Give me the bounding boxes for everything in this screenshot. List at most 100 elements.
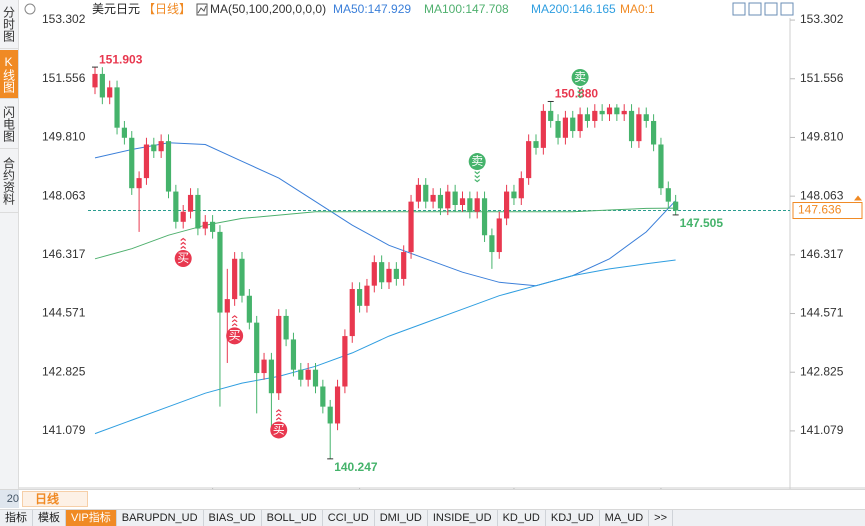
period-selected[interactable]: 日线	[22, 491, 88, 507]
indicator-tab[interactable]: 指标	[0, 510, 33, 526]
candle-body	[224, 299, 230, 313]
candle-body	[636, 114, 642, 142]
indicator-tab[interactable]: DMI_UD	[375, 510, 428, 526]
candle-body	[371, 262, 377, 286]
candle-body	[195, 194, 201, 229]
candle-body	[504, 191, 510, 219]
legend-entry: MA200:146.165	[531, 2, 616, 16]
candle-body	[129, 137, 135, 189]
tool-fullscreen[interactable]	[780, 2, 794, 16]
signal-label: 买	[273, 423, 285, 437]
signal-arrow	[231, 319, 238, 323]
refresh-icon[interactable]	[24, 3, 36, 15]
indicator-tab[interactable]: MA_UD	[600, 510, 650, 526]
toolbar	[732, 2, 794, 16]
signal-label: 卖	[574, 70, 586, 84]
signal-badge	[174, 250, 192, 268]
indicator-tab[interactable]: VIP指标	[66, 510, 117, 526]
ma-line	[94, 142, 676, 287]
candle-body	[254, 322, 260, 374]
candle-body	[526, 141, 532, 179]
sidebar: 分时图 K线图 闪电图 合约资料	[0, 0, 19, 489]
candle-body	[210, 221, 216, 232]
candle-body	[481, 198, 488, 236]
candle-body	[570, 117, 576, 132]
candle-body	[99, 73, 105, 98]
ma-line	[94, 207, 676, 260]
sidebar-tab[interactable]: 分时图	[0, 0, 18, 49]
candle-body	[357, 289, 363, 306]
y-tick-label-right: 144.571	[800, 306, 844, 320]
indicator-tab[interactable]: KDJ_UD	[546, 510, 600, 526]
indicator-tab[interactable]: BOLL_UD	[262, 510, 323, 526]
candle-body	[239, 258, 245, 296]
candle-body	[312, 369, 319, 387]
candle-body	[342, 336, 348, 387]
indicator-tab[interactable]: >>	[649, 510, 674, 526]
indicator-tabs: 指标 模板 VIP指标 BARUPDN_UD BIAS_UD BOLL_UD CCI_UD D…	[0, 509, 865, 526]
tool-bar-mode[interactable]	[764, 2, 778, 16]
indicator-tab[interactable]: BIAS_UD	[204, 510, 262, 526]
period-label: 【日线】	[143, 2, 191, 16]
y-tick-label-right: 153.302	[800, 12, 844, 26]
y-tick-label-right: 151.556	[800, 71, 844, 85]
legend-extra: MA0:1	[620, 2, 655, 16]
candle-body	[606, 107, 613, 115]
signal-arrow	[577, 87, 583, 91]
indicator-tab[interactable]: CCI_UD	[323, 510, 375, 526]
indicator-tab[interactable]: INSIDE_UD	[428, 510, 498, 526]
signal-arrow	[577, 95, 583, 99]
sidebar-tab[interactable]: 合约资料	[0, 150, 18, 213]
tool-zoom-out[interactable]	[748, 2, 762, 16]
signal-label: 买	[229, 329, 241, 343]
tool-zoom-in[interactable]	[732, 2, 746, 16]
indicator-tab[interactable]: BARUPDN_UD	[117, 510, 204, 526]
legend-entry: MA100:147.708	[424, 2, 509, 16]
signal-arrow	[275, 417, 282, 421]
candle-body	[143, 144, 150, 179]
candle-body	[401, 252, 407, 279]
candle-body	[180, 211, 186, 222]
chart: 美元日元 【日线】 MA(50,100,200,0,0,0) MA50:147.…	[3, 2, 865, 489]
candle-body	[658, 144, 664, 189]
candle-body	[548, 110, 554, 121]
signal-arrow	[474, 175, 481, 179]
y-tick-label-right: 146.317	[800, 247, 844, 261]
y-tick-label-right: 149.810	[800, 130, 844, 144]
ma-line	[94, 259, 676, 435]
period-prev[interactable]: 20	[0, 490, 19, 508]
extreme-label: 147.505	[680, 216, 724, 230]
signal-arrow	[275, 413, 282, 417]
candle-body	[173, 191, 179, 222]
candle-body	[445, 191, 451, 209]
period-bar: 20 日线	[0, 489, 865, 509]
y-tick-label-left: 149.810	[42, 130, 86, 144]
candle-body	[327, 406, 333, 424]
candle-body	[614, 107, 620, 115]
legend-entry: MA50:147.929	[333, 2, 411, 16]
y-tick-label-left: 151.556	[42, 71, 86, 85]
candle-body	[136, 178, 142, 189]
candle-body	[364, 285, 370, 306]
candle-body	[217, 231, 223, 313]
last-price-arrow	[854, 195, 862, 201]
candle-body	[533, 141, 539, 148]
y-tick-label-left: 144.571	[42, 306, 86, 320]
candle-body	[268, 359, 274, 394]
candle-body	[599, 110, 605, 115]
indicator-tab[interactable]: KD_UD	[498, 510, 546, 526]
candle-body	[202, 221, 208, 229]
sidebar-tab[interactable]: K线图	[0, 50, 18, 99]
signal-arrow	[474, 179, 481, 183]
y-tick-label-left: 141.079	[42, 423, 86, 437]
sidebar-tab[interactable]: 闪电图	[0, 100, 18, 149]
candle-body	[430, 194, 436, 202]
signal-arrow	[231, 315, 238, 319]
last-price-box	[792, 202, 863, 220]
signal-label: 卖	[471, 154, 483, 168]
indicator-tab[interactable]: 模板	[33, 510, 66, 526]
candle-body	[518, 178, 524, 199]
indicator-icon[interactable]	[196, 3, 208, 16]
signal-label: 买	[177, 251, 189, 265]
extreme-label: 150.880	[555, 87, 599, 101]
